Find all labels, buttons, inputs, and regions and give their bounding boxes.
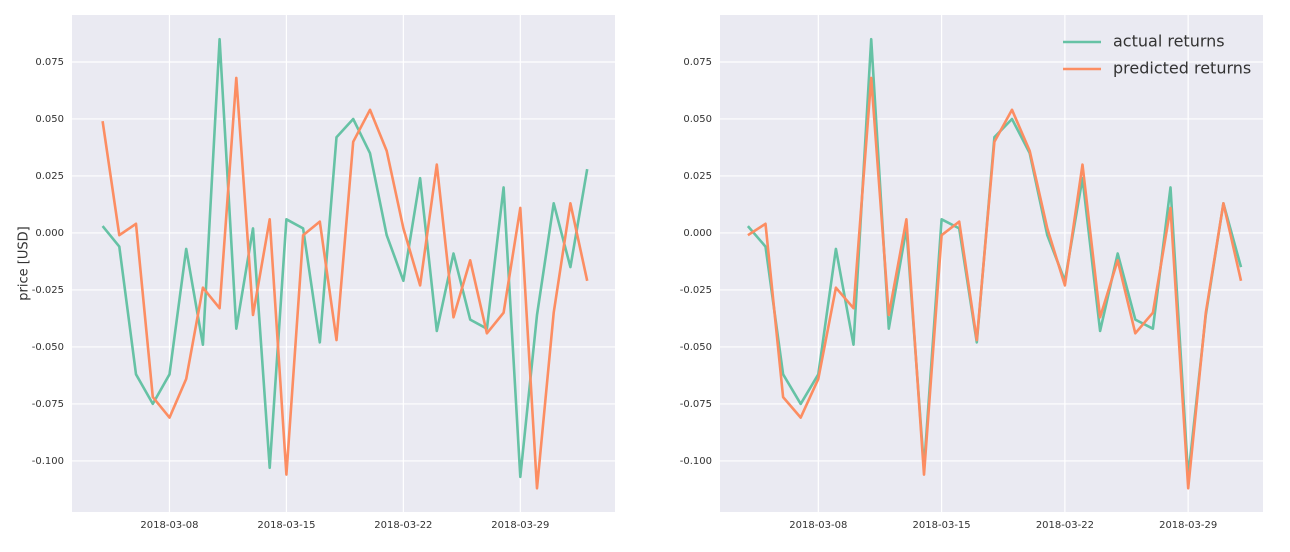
y-tick-label: 0.000 [35,228,64,239]
x-tick-label: 2018-03-15 [257,520,315,531]
y-tick-label: 0.075 [683,57,712,68]
x-tick-label: 2018-03-08 [140,520,198,531]
y-tick-label: -0.075 [32,399,64,410]
legend-label: actual returns [1113,32,1225,51]
y-tick-label: 0.025 [683,171,712,182]
y-tick-label: -0.025 [32,285,64,296]
y-tick-label: 0.075 [35,57,64,68]
y-tick-label: -0.050 [32,342,64,353]
y-tick-label: 0.050 [683,114,712,125]
y-tick-label: -0.050 [680,342,712,353]
y-tick-label: -0.100 [680,456,712,467]
legend-label: predicted returns [1113,59,1251,78]
y-tick-label: 0.050 [35,114,64,125]
series-line [101,76,589,490]
x-tick-label: 2018-03-22 [1036,520,1094,531]
y-tick-label: -0.025 [680,285,712,296]
y-tick-label: -0.075 [680,399,712,410]
series-line [747,76,1243,490]
y-axis-label: price [USD] [17,226,32,300]
y-tick-label: -0.100 [32,456,64,467]
x-tick-label: 2018-03-29 [491,520,549,531]
plot-area [720,15,1263,512]
x-tick-label: 2018-03-08 [789,520,847,531]
x-tick-label: 2018-03-15 [913,520,971,531]
y-tick-label: 0.025 [35,171,64,182]
y-tick-label: 0.000 [683,228,712,239]
x-tick-label: 2018-03-29 [1159,520,1217,531]
x-tick-label: 2018-03-22 [374,520,432,531]
series-line [101,37,589,479]
